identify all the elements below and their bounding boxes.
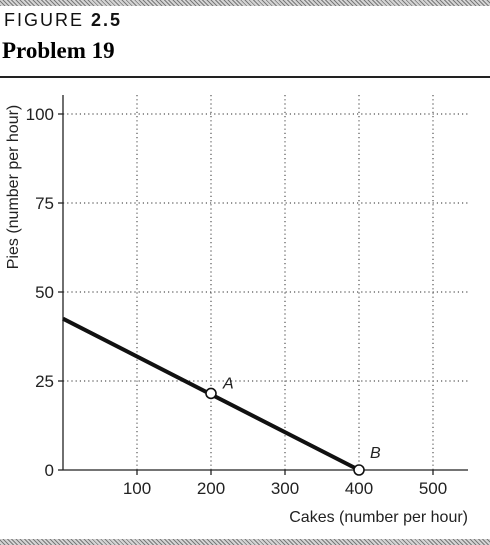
x-tick-label: 100 (123, 479, 151, 498)
figure-prefix: FIGURE (4, 10, 85, 30)
y-tick-label: 75 (35, 194, 54, 213)
x-tick-label: 300 (271, 479, 299, 498)
x-tick-label: 500 (419, 479, 447, 498)
x-tick-label: 400 (345, 479, 373, 498)
figure-label: FIGURE 2.5 (4, 10, 122, 31)
title-divider (0, 76, 490, 78)
data-points: AB (205, 375, 381, 476)
point-b-label: B (370, 445, 381, 462)
point-a-label: A (222, 375, 234, 392)
y-tick-label: 50 (35, 283, 54, 302)
y-axis-label: Pies (number per hour) (5, 105, 22, 270)
x-axis-label: Cakes (number per hour) (289, 509, 468, 526)
y-tick-label: 0 (45, 461, 54, 480)
y-tick-label: 25 (35, 372, 54, 391)
problem-title: Problem 19 (2, 38, 115, 63)
grid-lines (63, 95, 468, 470)
bottom-border-stripe (0, 539, 490, 545)
point-a-marker (205, 387, 217, 400)
figure-number: 2.5 (91, 10, 123, 30)
y-tick-label: 100 (26, 105, 54, 124)
axes (58, 95, 468, 475)
x-tick-label: 200 (197, 479, 225, 498)
tick-labels: 0 25 50 75 100 100 200 300 400 500 (26, 105, 448, 498)
top-border-stripe (0, 0, 490, 6)
point-b-marker (353, 464, 365, 476)
